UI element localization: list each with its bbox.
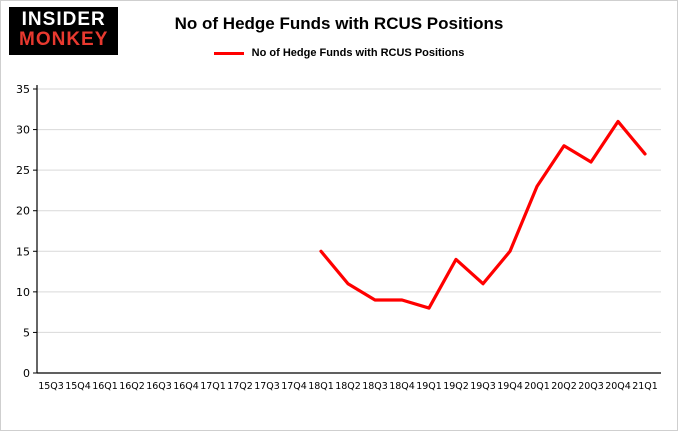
x-tick-label: 19Q2 [443, 381, 469, 392]
y-tick-label: 15 [16, 245, 30, 258]
logo-text-insider: INSIDER [21, 9, 106, 30]
y-tick-label: 5 [23, 326, 30, 339]
legend-label: No of Hedge Funds with RCUS Positions [251, 47, 465, 59]
x-tick-label: 21Q1 [632, 381, 658, 392]
x-tick-label: 20Q2 [551, 381, 577, 392]
x-tick-label: 17Q1 [200, 381, 226, 392]
x-tick-label: 19Q4 [497, 381, 523, 392]
x-tick-label: 20Q4 [605, 381, 631, 392]
title-block: No of Hedge Funds with RCUS Positions No… [1, 1, 677, 59]
legend-line-swatch [213, 51, 244, 55]
x-tick-label: 18Q2 [335, 381, 361, 392]
x-tick-label: 18Q3 [362, 381, 388, 392]
x-tick-label: 18Q4 [389, 381, 415, 392]
y-tick-label: 10 [16, 286, 30, 299]
x-tick-label: 20Q3 [578, 381, 604, 392]
x-tick-label: 19Q3 [470, 381, 496, 392]
header: INSIDER MONKEY No of Hedge Funds with RC… [1, 1, 677, 81]
y-tick-label: 30 [16, 124, 30, 137]
y-tick-label: 0 [23, 367, 30, 380]
x-tick-label: 16Q1 [92, 381, 118, 392]
x-tick-label: 15Q4 [65, 381, 91, 392]
x-tick-label: 17Q2 [227, 381, 253, 392]
x-tick-label: 20Q1 [524, 381, 550, 392]
x-tick-label: 16Q3 [146, 381, 172, 392]
x-tick-label: 19Q1 [416, 381, 442, 392]
legend: No of Hedge Funds with RCUS Positions [1, 47, 677, 59]
insider-monkey-logo: INSIDER MONKEY [9, 7, 119, 55]
x-tick-label: 17Q3 [254, 381, 280, 392]
x-tick-label: 18Q1 [308, 381, 334, 392]
series-line [319, 119, 647, 310]
chart-title: No of Hedge Funds with RCUS Positions [174, 14, 504, 33]
x-tick-label: 17Q4 [281, 381, 307, 392]
y-tick-label: 35 [16, 83, 30, 96]
x-tick-label: 16Q2 [119, 381, 145, 392]
y-tick-label: 20 [16, 205, 30, 218]
x-tick-label: 15Q3 [38, 381, 64, 392]
x-tick-label: 16Q4 [173, 381, 199, 392]
logo-text-monkey: MONKEY [19, 28, 109, 50]
y-tick-label: 25 [16, 164, 30, 177]
